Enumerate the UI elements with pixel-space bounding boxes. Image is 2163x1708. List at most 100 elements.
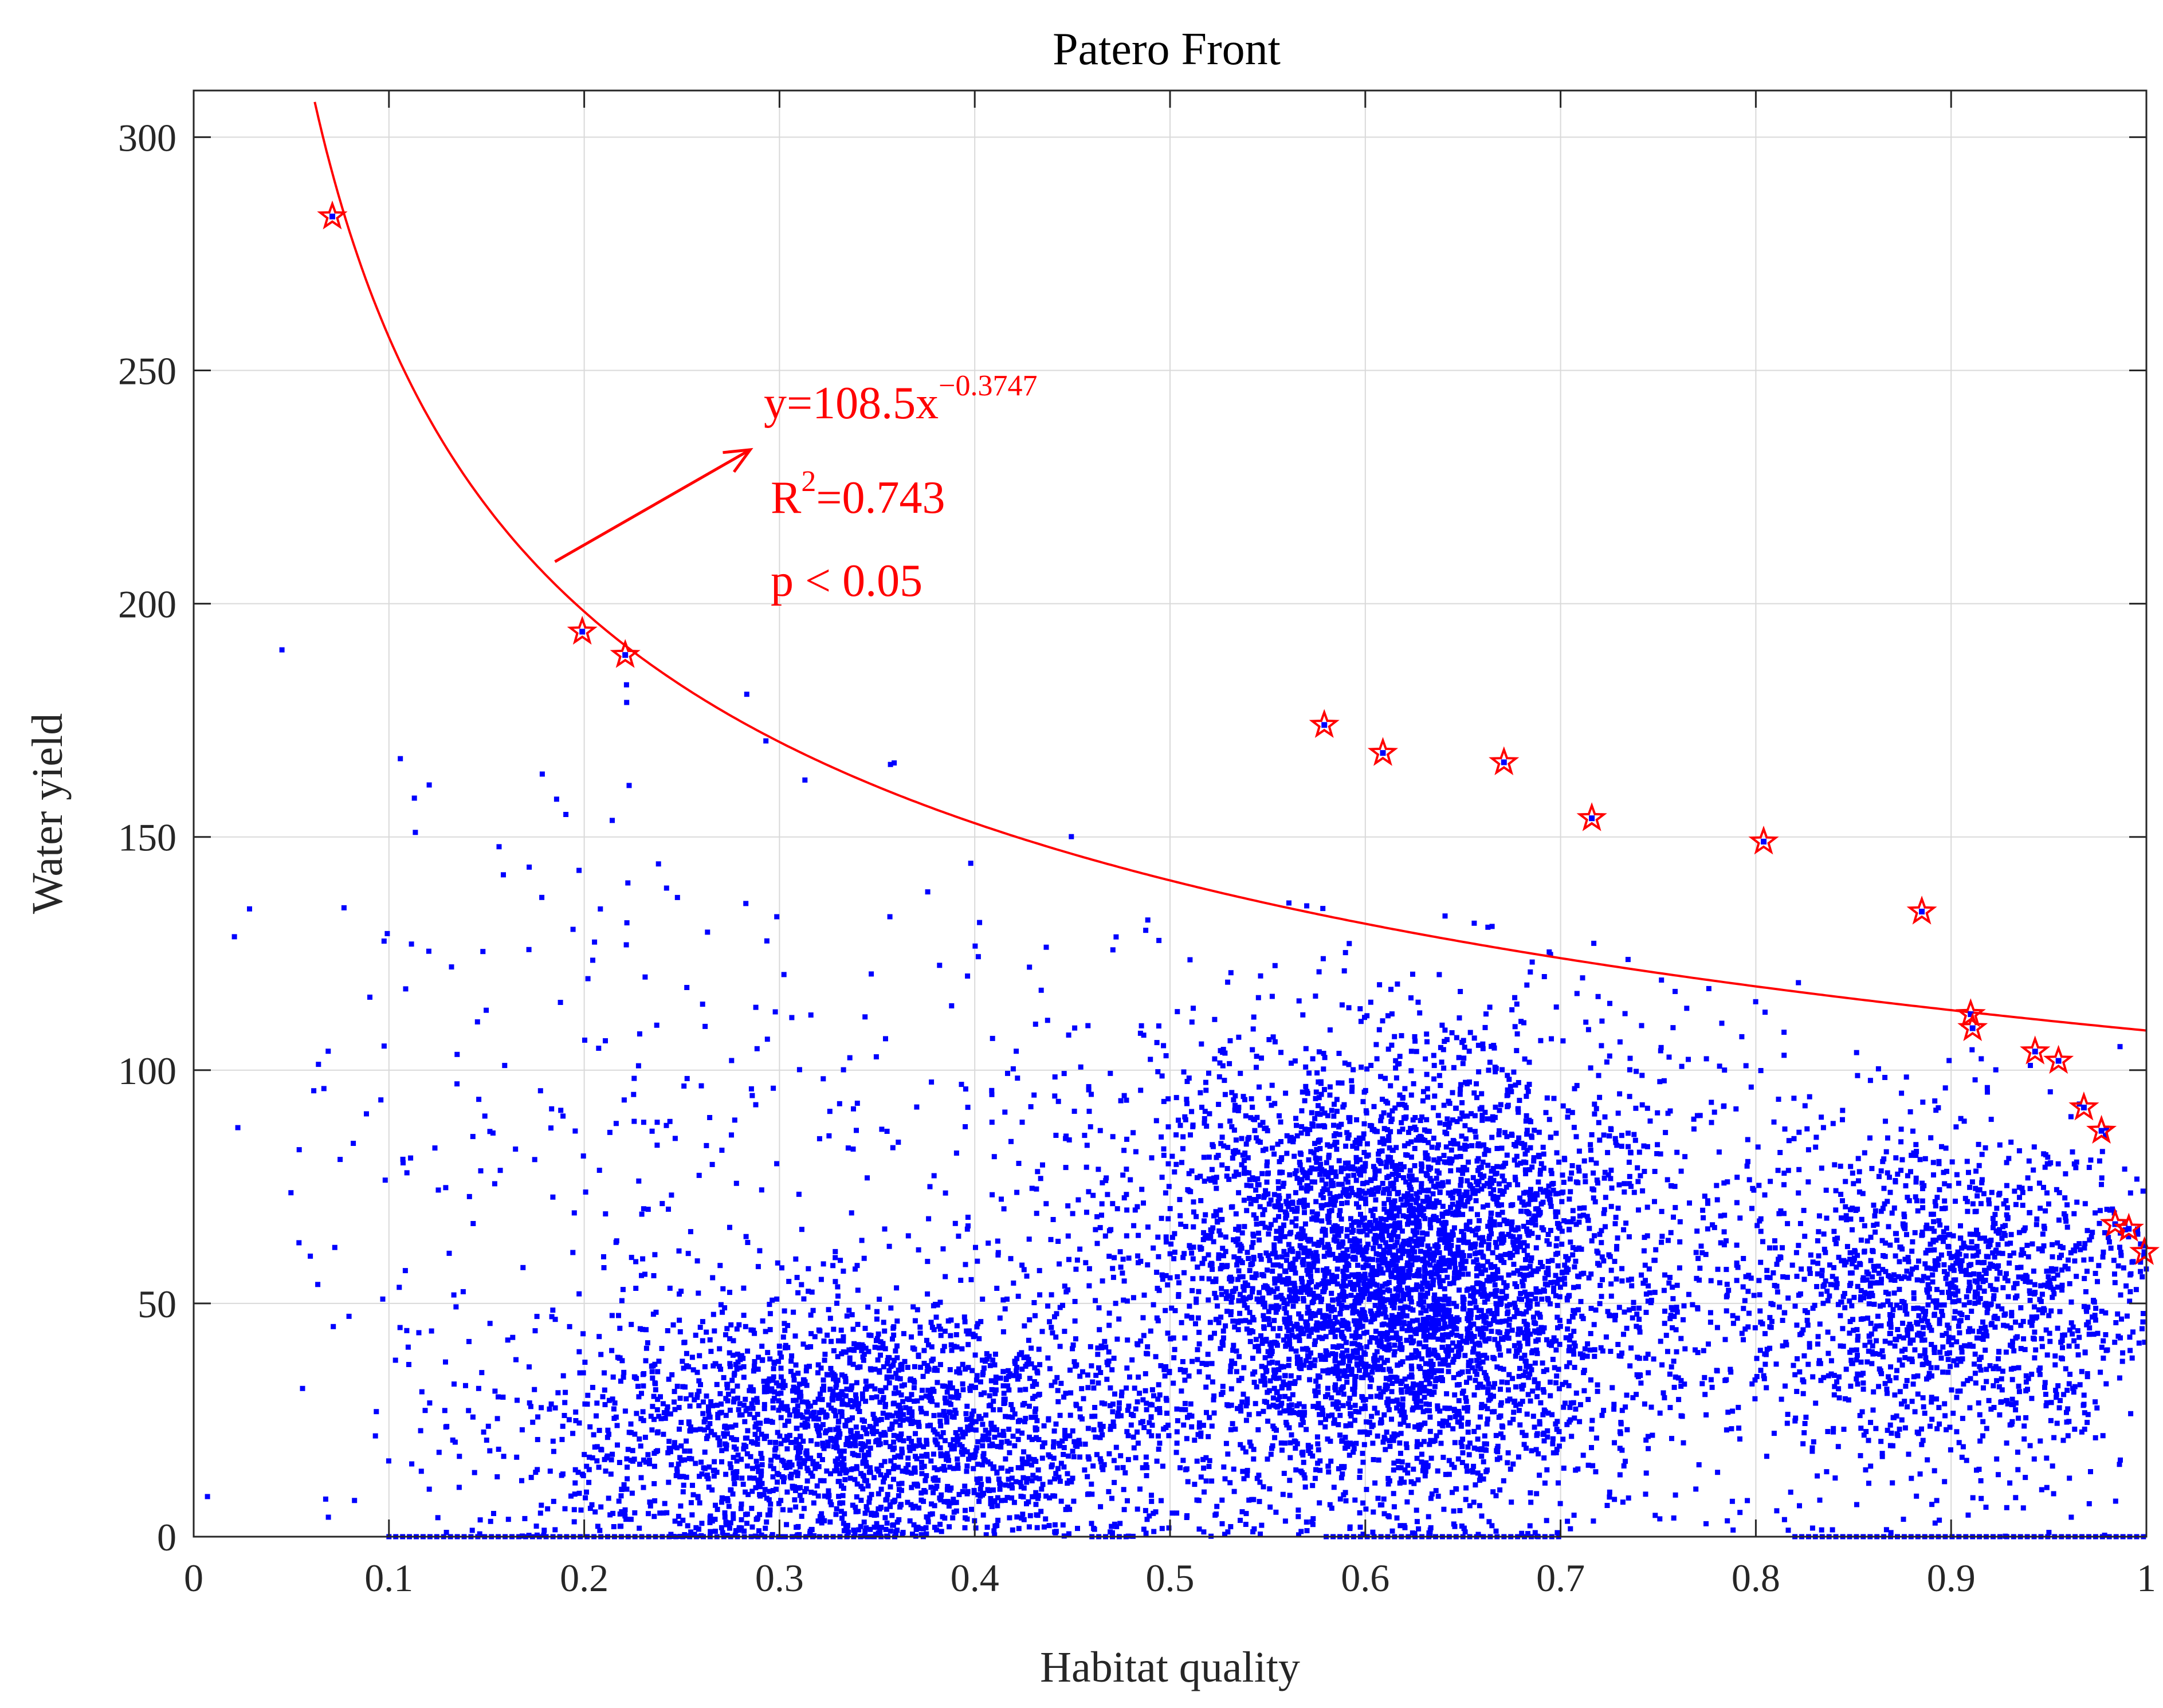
scatter-point [1329, 1290, 1334, 1296]
scatter-point [729, 1424, 735, 1430]
scatter-point [1397, 1451, 1403, 1456]
scatter-point [1356, 1271, 1361, 1277]
scatter-point [1343, 1176, 1349, 1182]
scatter-point [894, 1375, 900, 1381]
scatter-point [884, 1506, 889, 1512]
scatter-point [1110, 1409, 1116, 1415]
scatter-point [1534, 1394, 1540, 1400]
scatter-point [850, 1361, 856, 1367]
scatter-point [782, 1308, 787, 1314]
scatter-point [1302, 1098, 1308, 1104]
scatter-point [1358, 1345, 1364, 1351]
scatter-point [1207, 1235, 1213, 1241]
scatter-point [1514, 1237, 1520, 1243]
scatter-point [777, 1350, 783, 1356]
scatter-point [975, 1480, 980, 1486]
scatter-point [709, 1518, 715, 1524]
scatter-point [1498, 1352, 1503, 1358]
scatter-point [1008, 1402, 1014, 1407]
scatter-point [718, 1367, 724, 1372]
scatter-point [923, 1525, 929, 1530]
scatter-point [1399, 1287, 1404, 1293]
scatter-point [1633, 1105, 1639, 1111]
scatter-point [978, 1392, 984, 1397]
scatter-point [1261, 1408, 1266, 1414]
scatter-point [1006, 1414, 1011, 1420]
scatter-point [1464, 1340, 1470, 1345]
scatter-point [1427, 1361, 1432, 1367]
scatter-point [866, 1450, 872, 1455]
scatter-point [609, 1457, 614, 1463]
scatter-point [1229, 1090, 1235, 1096]
scatter-point [1194, 1296, 1199, 1302]
scatter-point [1310, 1453, 1316, 1459]
scatter-point [1459, 1460, 1465, 1465]
scatter-point [1615, 1206, 1621, 1211]
scatter-point [897, 1422, 903, 1428]
scatter-point [1444, 1419, 1450, 1424]
scatter-point [1647, 1118, 1653, 1124]
scatter-point [1526, 1220, 1532, 1226]
scatter-point [953, 1332, 959, 1337]
scatter-point [1554, 1314, 1560, 1320]
scatter-point [1095, 1352, 1101, 1357]
scatter-point [1461, 1253, 1466, 1258]
scatter-point [1511, 1069, 1517, 1075]
scatter-point [1363, 1201, 1368, 1207]
scatter-point [1312, 1388, 1318, 1394]
scatter-point [753, 1367, 759, 1372]
scatter-point [1250, 1047, 1255, 1053]
scatter-point [1322, 1110, 1328, 1116]
scatter-point [863, 1525, 869, 1530]
scatter-point [820, 1422, 826, 1427]
scatter-point [782, 1383, 788, 1388]
scatter-point [1450, 1189, 1456, 1195]
scatter-point [688, 1500, 694, 1506]
scatter-point [1418, 1292, 1423, 1298]
scatter-point [1529, 1448, 1534, 1454]
scatter-point [942, 1383, 947, 1389]
scatter-point [1097, 1327, 1102, 1333]
scatter-point [924, 1439, 929, 1444]
scatter-point [861, 1357, 866, 1363]
scatter-point [1033, 1313, 1038, 1318]
scatter-point [854, 1481, 860, 1487]
scatter-point [747, 1411, 753, 1417]
scatter-point [1014, 1365, 1019, 1370]
scatter-point [1532, 1379, 1537, 1384]
scatter-point [1097, 1435, 1103, 1440]
scatter-point [1409, 1196, 1415, 1202]
scatter-point [688, 1529, 694, 1535]
scatter-point [860, 1473, 866, 1478]
scatter-point [1089, 1521, 1094, 1526]
scatter-point [1532, 1328, 1537, 1334]
scatter-point [950, 1515, 956, 1521]
scatter-point [1401, 1164, 1407, 1169]
scatter-point [1516, 1340, 1522, 1346]
scatter-point [1149, 1498, 1155, 1504]
scatter-point [1592, 1347, 1597, 1353]
scatter-point [962, 1319, 968, 1325]
scatter-point [1070, 1342, 1076, 1348]
scatter-point [1548, 1379, 1553, 1385]
scatter-point [1329, 1228, 1335, 1234]
scatter-point [1296, 1514, 1301, 1519]
scatter-point [1286, 1204, 1291, 1210]
scatter-point [1271, 1289, 1277, 1294]
scatter-point [1156, 1433, 1161, 1439]
scatter-point [1344, 1340, 1349, 1345]
scatter-point [853, 1392, 858, 1398]
scatter-point [551, 1448, 556, 1454]
scatter-point [1559, 1242, 1565, 1247]
plot-area: 0 0.1 0.2 0.3 0.4 0.5 0.6 0.7 0.8 0.9 105010015020… [118, 89, 2160, 1600]
scatter-point [771, 1466, 776, 1471]
scatter-point [1172, 1231, 1177, 1236]
scatter-point [1000, 1297, 1006, 1303]
scatter-point [731, 1511, 736, 1517]
scatter-point [1243, 1522, 1249, 1527]
scatter-point [1589, 1418, 1595, 1423]
scatter-point [763, 1329, 768, 1334]
scatter-point [950, 1395, 956, 1400]
scatter-point [1505, 1450, 1511, 1456]
scatter-point [869, 1383, 874, 1389]
